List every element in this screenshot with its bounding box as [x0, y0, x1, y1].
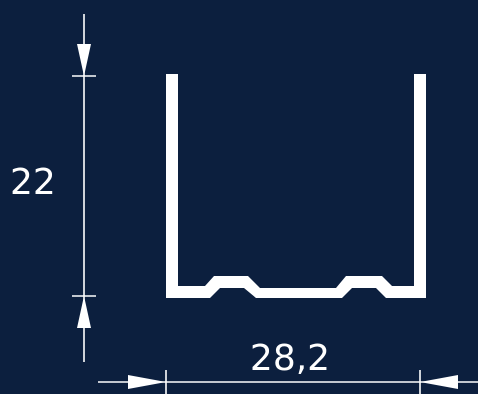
width-dimension-label: 28,2	[250, 338, 330, 379]
u-profile-outline	[166, 74, 426, 298]
height-arrow-top	[77, 44, 91, 76]
height-dimension-label: 22	[10, 162, 56, 203]
width-dimension: 28,2	[98, 338, 478, 394]
height-dimension: 22	[10, 14, 96, 362]
height-arrow-bottom	[77, 296, 91, 328]
width-arrow-right	[420, 375, 458, 389]
width-arrow-left	[128, 375, 166, 389]
